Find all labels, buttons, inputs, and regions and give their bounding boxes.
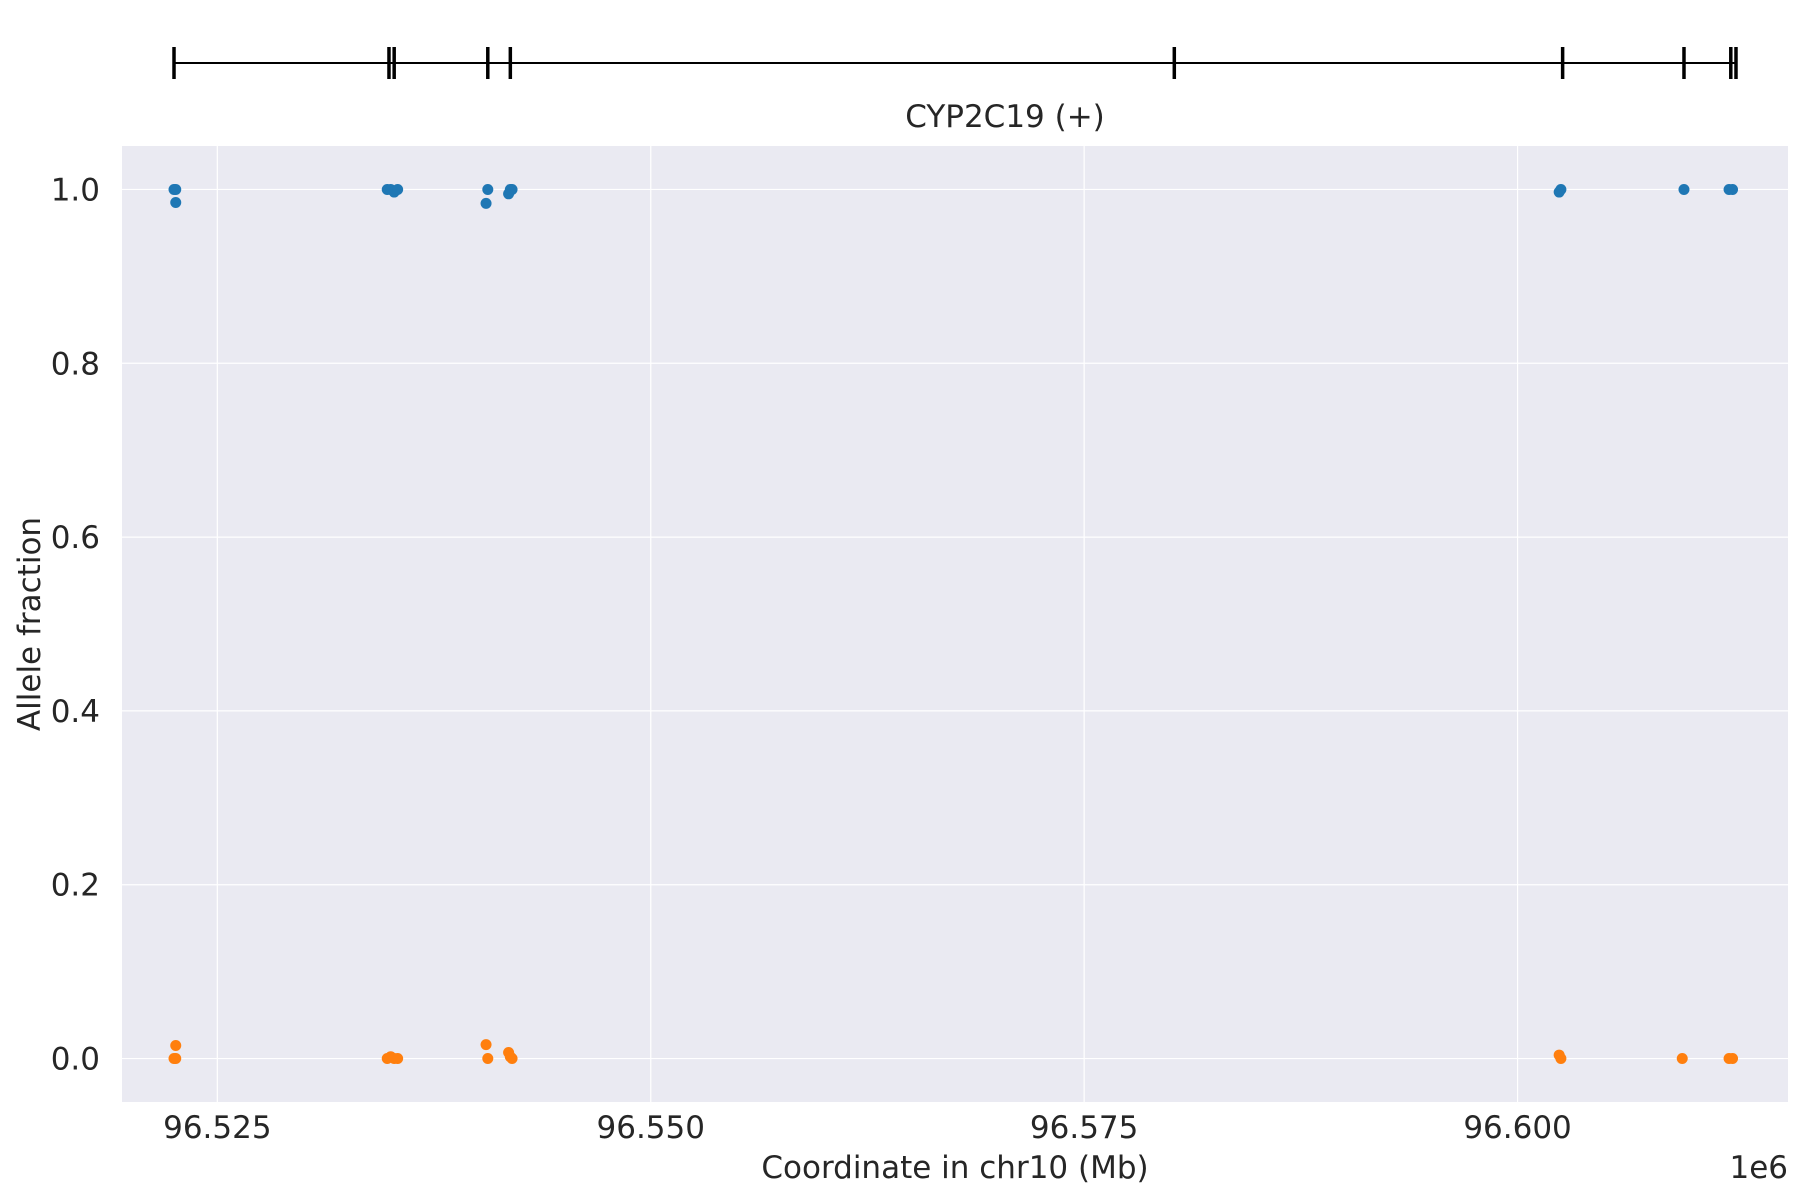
data-point — [1678, 183, 1690, 195]
plot-area — [122, 146, 1788, 1102]
y-tick-label: 0.6 — [51, 520, 100, 556]
y-tick-labels: 0.0 0.2 0.4 0.6 0.8 1.0 — [51, 172, 100, 1077]
y-tick-label: 1.0 — [51, 172, 100, 208]
x-axis-label: Coordinate in chr10 (Mb) — [761, 1150, 1148, 1186]
exon-marks — [172, 47, 1738, 79]
data-point — [170, 183, 182, 195]
data-point — [170, 1053, 182, 1065]
data-point — [170, 196, 182, 208]
data-point — [482, 1053, 494, 1065]
data-point — [392, 183, 404, 195]
x-tick-label: 96.575 — [1030, 1110, 1138, 1146]
data-point — [480, 197, 492, 209]
gene-label: CYP2C19 (+) — [905, 99, 1105, 135]
data-point — [480, 1039, 492, 1051]
data-point — [504, 1051, 516, 1063]
data-point — [1727, 183, 1739, 195]
y-tick-label: 0.0 — [51, 1042, 100, 1078]
data-point — [1555, 1053, 1567, 1065]
data-point — [1676, 1053, 1688, 1065]
y-axis-label: Allele fraction — [12, 517, 48, 731]
data-point — [392, 1053, 404, 1065]
y-tick-label: 0.4 — [51, 694, 100, 730]
y-tick-label: 0.8 — [51, 346, 100, 382]
gene-track: CYP2C19 (+) — [172, 47, 1738, 135]
data-point — [1727, 1053, 1739, 1065]
data-points — [168, 183, 1739, 1065]
x-axis-offset-label: 1e6 — [1729, 1150, 1788, 1186]
x-tick-label: 96.525 — [163, 1110, 271, 1146]
data-point — [504, 183, 516, 195]
x-tick-labels: 96.525 96.550 96.575 96.600 — [163, 1110, 1572, 1146]
data-point — [1553, 186, 1565, 198]
x-tick-label: 96.600 — [1463, 1110, 1571, 1146]
data-point — [482, 183, 494, 195]
x-tick-label: 96.550 — [597, 1110, 705, 1146]
y-tick-label: 0.2 — [51, 868, 100, 904]
data-point — [170, 1040, 182, 1052]
